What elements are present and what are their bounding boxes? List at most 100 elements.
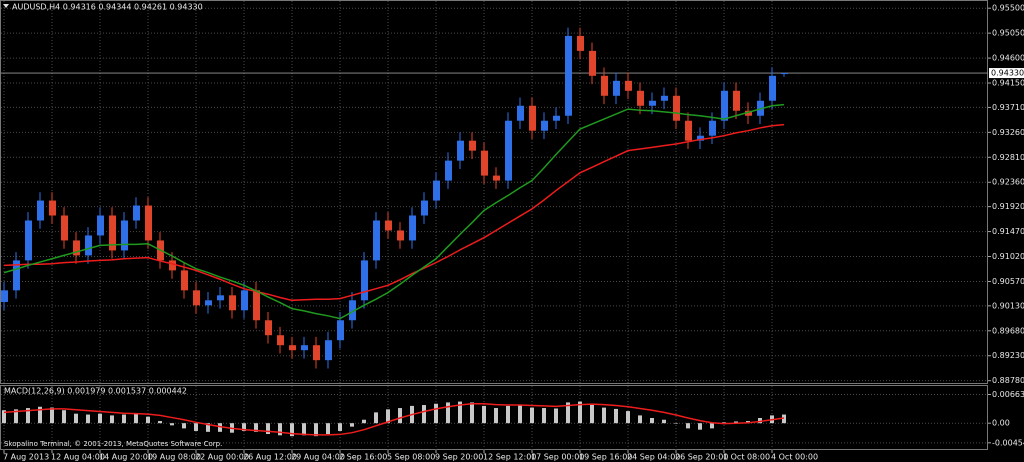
candle-body — [685, 120, 692, 141]
candle-body — [541, 120, 548, 131]
candle-body — [337, 320, 344, 341]
y-tick-label: 0.00 — [992, 419, 1010, 428]
chart-title: AUDUSD,H4 0.94316 0.94344 0.94261 0.9433… — [12, 3, 203, 12]
candle-body — [625, 80, 632, 91]
candle-body — [517, 105, 524, 121]
macd-bar — [602, 407, 606, 424]
candle-body — [409, 215, 416, 241]
macd-bar — [782, 414, 786, 424]
candle-body — [709, 120, 716, 136]
macd-bar — [290, 423, 294, 437]
macd-bar — [662, 419, 666, 424]
candle-body — [745, 110, 752, 116]
candle-body — [133, 205, 140, 221]
macd-bar — [518, 405, 522, 424]
candle-body — [13, 260, 20, 291]
macd-bar — [350, 423, 354, 427]
candle-body — [73, 240, 80, 256]
x-tick-label: 19 Aug 08:00 — [147, 453, 201, 462]
candle-body — [1, 290, 8, 302]
y-tick-label: 0.92360 — [992, 178, 1024, 187]
macd-bar — [470, 402, 474, 424]
macd-bar — [686, 423, 690, 429]
y-tick-label: 0.93260 — [992, 128, 1024, 137]
candle-body — [85, 235, 92, 256]
x-tick-label: 7 Aug 2013 — [3, 453, 49, 462]
macd-bar — [254, 423, 258, 432]
y-tick-label: 0.006634 — [992, 390, 1024, 399]
macd-bar — [578, 401, 582, 424]
macd-bar — [362, 419, 366, 424]
main-pane-border — [0, 0, 988, 384]
candle-body — [373, 220, 380, 261]
macd-bar — [158, 421, 162, 424]
macd-bar — [62, 410, 66, 424]
candle-body — [433, 180, 440, 201]
y-tick-label: -0.00454 — [992, 438, 1024, 447]
macd-bar — [638, 415, 642, 424]
x-tick-label: 22 Aug 00:00 — [195, 453, 249, 462]
macd-bar — [374, 412, 378, 424]
macd-bar — [170, 423, 174, 426]
macd-pane-border — [0, 385, 988, 450]
macd-bar — [302, 423, 306, 436]
candle-body — [289, 345, 296, 351]
macd-bar — [434, 403, 438, 424]
macd-bar — [458, 401, 462, 424]
candle-body — [241, 290, 248, 311]
y-tick-label: 0.95050 — [992, 29, 1024, 38]
candle-body — [505, 120, 512, 181]
candle-body — [265, 320, 272, 336]
macd-bar — [650, 418, 654, 424]
macd-bar — [86, 414, 90, 424]
x-tick-label: 14 Aug 20:00 — [99, 453, 153, 462]
macd-bar — [566, 402, 570, 424]
candle-body — [637, 90, 644, 106]
macd-bar — [710, 423, 714, 429]
macd-bar — [134, 413, 138, 424]
x-tick-label: 5 Sep 08:00 — [387, 453, 435, 462]
candle-body — [661, 95, 668, 101]
macd-bar — [530, 407, 534, 424]
candle-body — [349, 300, 356, 321]
macd-bar — [482, 405, 486, 424]
macd-bar — [314, 423, 318, 437]
candle-body — [445, 160, 452, 181]
macd-bar — [446, 402, 450, 424]
x-tick-label: 12 Aug 04:00 — [51, 453, 105, 462]
y-tick-label: 0.89230 — [992, 351, 1024, 360]
macd-bar — [542, 408, 546, 424]
y-tick-label: 0.92810 — [992, 153, 1024, 162]
y-tick-label: 0.91470 — [992, 227, 1024, 236]
candle-body — [649, 100, 656, 106]
candle-body — [493, 175, 500, 181]
macd-bar — [614, 408, 618, 424]
candle-body — [229, 295, 236, 311]
x-tick-label: 9 Sep 20:00 — [435, 453, 483, 462]
candle-body — [193, 290, 200, 306]
candle-body — [697, 135, 704, 141]
macd-bar — [506, 405, 510, 424]
x-tick-label: 1 Oct 08:00 — [723, 453, 770, 462]
x-tick-label: 2 Sep 16:00 — [339, 453, 387, 462]
macd-bar — [674, 423, 678, 424]
last-price-box — [989, 68, 1024, 79]
candle-body — [205, 300, 212, 306]
candle-body — [721, 90, 728, 121]
y-tick-label: 0.91920 — [992, 202, 1024, 211]
macd-bar — [242, 423, 246, 431]
x-tick-label: 26 Sep 20:00 — [675, 453, 728, 462]
macd-bar — [758, 418, 762, 424]
y-tick-label: 0.94600 — [992, 54, 1024, 63]
candle-body — [169, 260, 176, 271]
macd-bar — [14, 409, 18, 424]
y-tick-label: 0.93710 — [992, 103, 1024, 112]
macd-bar — [326, 423, 330, 434]
footer: Skopalino Terminal, © 2001-2013, MetaQuo… — [4, 440, 222, 448]
macd-bar — [146, 416, 150, 424]
candle-body — [553, 115, 560, 121]
macd-bar — [734, 421, 738, 424]
candle-body — [145, 205, 152, 241]
candle-body — [97, 215, 104, 236]
